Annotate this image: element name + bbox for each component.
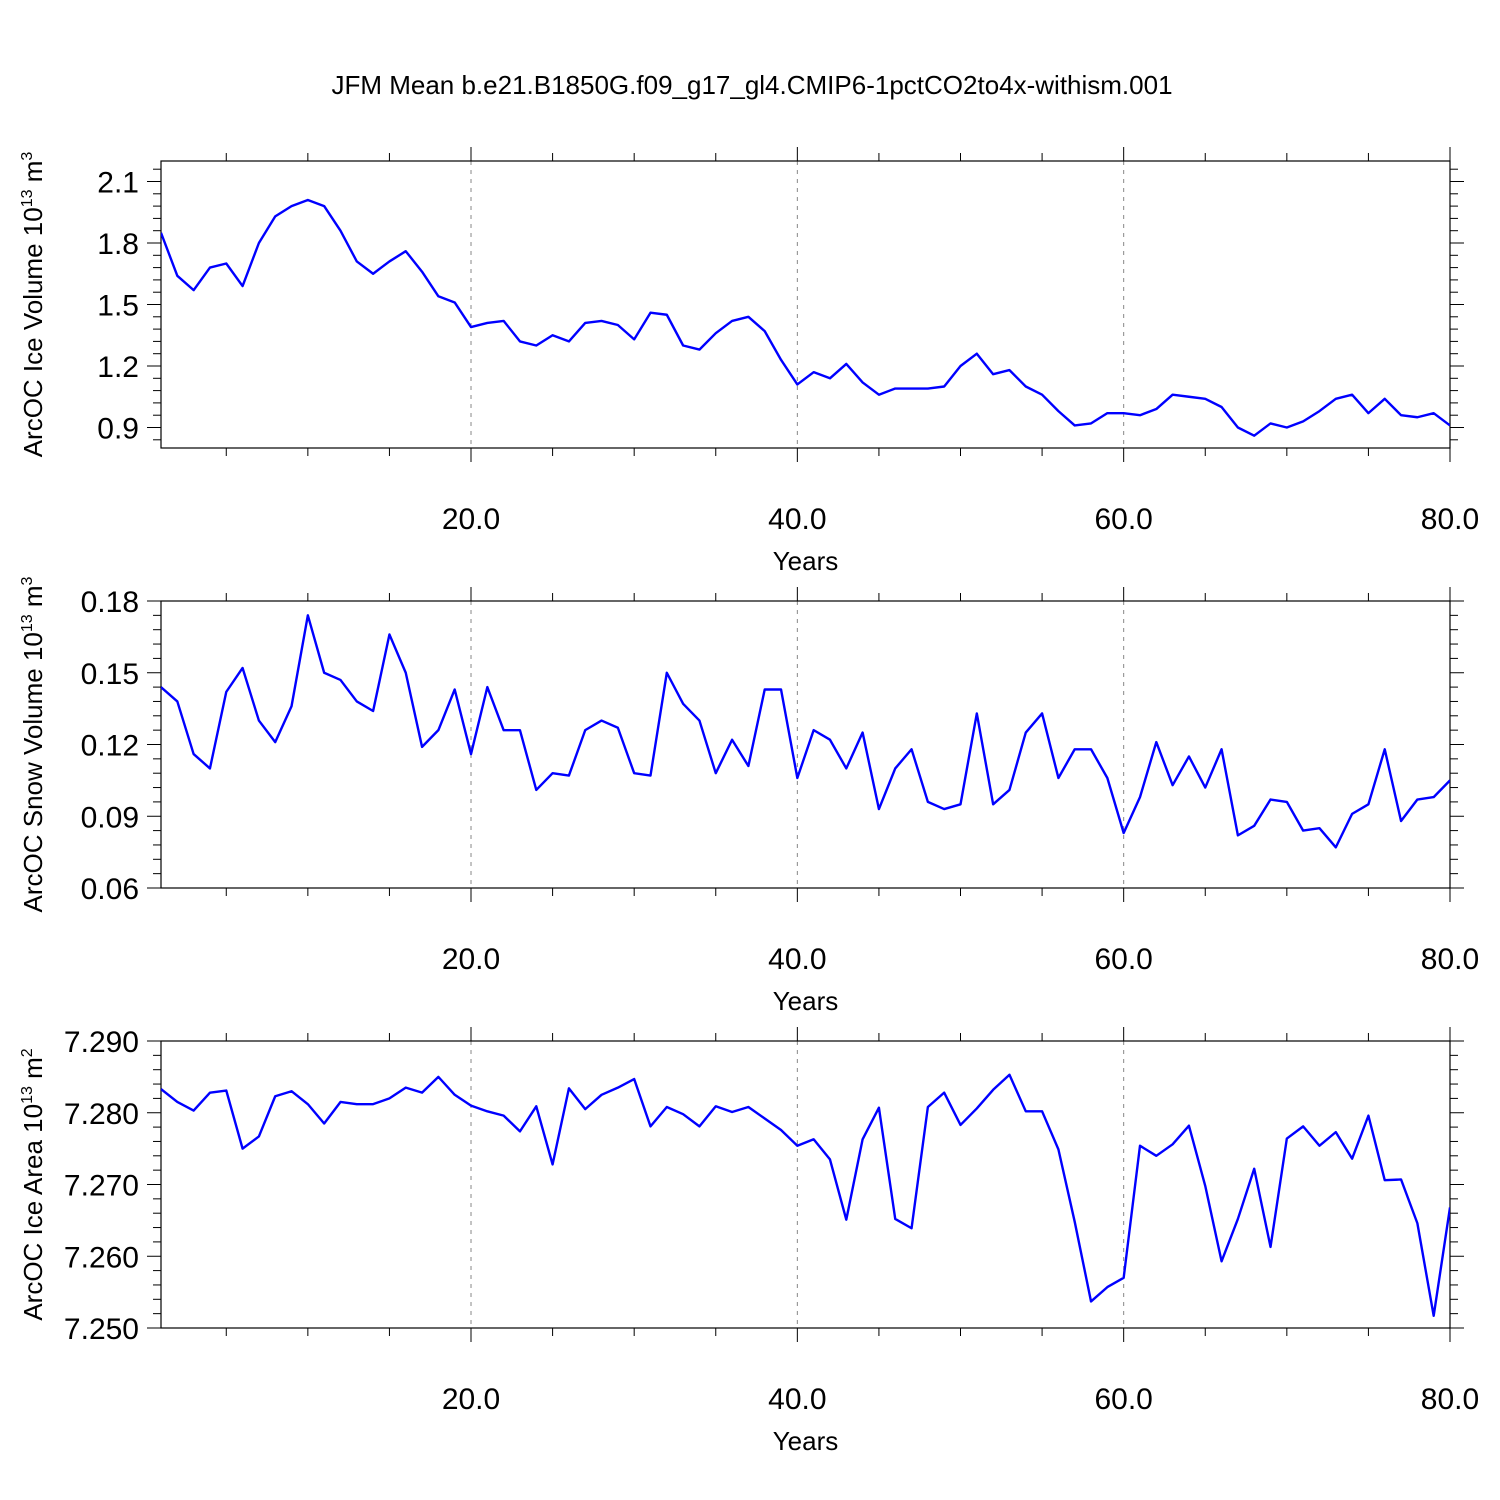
x-tick-label: 80.0 — [1421, 943, 1479, 976]
y-axis-title: ArcOC Snow Volume 1013 m3 — [18, 576, 48, 912]
y-tick-label: 1.2 — [97, 351, 139, 384]
x-tick-label: 80.0 — [1421, 1383, 1479, 1416]
y-tick-label: 0.12 — [81, 730, 139, 763]
y-tick-label: 2.1 — [97, 167, 139, 200]
x-tick-label: 80.0 — [1421, 503, 1479, 536]
x-tick-label: 60.0 — [1094, 503, 1152, 536]
x-axis-title: Years — [773, 1426, 839, 1456]
y-axis-title: ArcOC Ice Area 1013 m2 — [18, 1048, 48, 1320]
y-axis-title-main: ArcOC Snow Volume 10 — [18, 632, 48, 912]
y-axis-title-unit-exponent: 3 — [19, 576, 36, 585]
y-axis-title-main: ArcOC Ice Volume 10 — [18, 207, 48, 457]
x-axis-title: Years — [773, 546, 839, 576]
x-tick-label: 60.0 — [1094, 1383, 1152, 1416]
x-tick-label: 20.0 — [442, 503, 500, 536]
panels: 0.9 1.2 1.5 1.8 2.1 20.0 40.0 60.0 80.0 Years ArcO… — [18, 147, 1479, 1456]
x-tick-label: 40.0 — [768, 503, 826, 536]
y-axis-title-exponent: 13 — [19, 614, 36, 632]
y-tick-label: 0.06 — [81, 873, 139, 906]
y-axis-title-exponent: 13 — [19, 1086, 36, 1104]
x-tick-label: 40.0 — [768, 943, 826, 976]
y-axis-title-unit-exponent: 2 — [19, 1048, 36, 1057]
panel-2: 0.06 0.09 0.12 0.15 0.18 20.0 40.0 60.0 80.0 Year… — [18, 576, 1479, 1016]
y-tick-label: 1.8 — [97, 228, 139, 261]
y-tick-label: 0.9 — [97, 413, 139, 446]
y-tick-label: 7.290 — [64, 1026, 139, 1059]
y-axis-title-unit: m — [18, 161, 48, 190]
y-axis-title-unit: m — [18, 1057, 48, 1086]
y-axis-title-unit-exponent: 3 — [19, 152, 36, 161]
y-axis-title-main: ArcOC Ice Area 10 — [18, 1104, 48, 1321]
series-line — [161, 614, 1450, 849]
y-axis-title-unit: m — [18, 585, 48, 614]
x-tick-label: 40.0 — [768, 1383, 826, 1416]
x-tick-label: 60.0 — [1094, 943, 1152, 976]
series-line — [161, 198, 1450, 437]
y-tick-label: 7.250 — [64, 1313, 139, 1346]
plot-frame — [160, 600, 1451, 889]
figure-title: JFM Mean b.e21.B1850G.f09_g17_gl4.CMIP6-… — [331, 70, 1172, 100]
y-axis-title: ArcOC Ice Volume 1013 m3 — [18, 152, 48, 458]
y-tick-label: 7.270 — [64, 1170, 139, 1203]
y-tick-label: 0.15 — [81, 658, 139, 691]
x-tick-label: 20.0 — [442, 1383, 500, 1416]
x-axis-title: Years — [773, 986, 839, 1016]
panel-3: 7.250 7.260 7.270 7.280 7.290 20.0 40.0 60.0 80.… — [18, 1026, 1479, 1456]
y-tick-label: 1.5 — [97, 290, 139, 323]
y-tick-label: 0.09 — [81, 801, 139, 834]
y-axis-title-exponent: 13 — [19, 189, 36, 207]
y-tick-label: 0.18 — [81, 586, 139, 619]
x-tick-label: 20.0 — [442, 943, 500, 976]
plot-frame — [160, 160, 1451, 449]
series-line — [161, 1073, 1450, 1318]
y-tick-label: 7.260 — [64, 1241, 139, 1274]
panel-1: 0.9 1.2 1.5 1.8 2.1 20.0 40.0 60.0 80.0 Years ArcO… — [18, 147, 1479, 576]
y-tick-label: 7.280 — [64, 1098, 139, 1131]
